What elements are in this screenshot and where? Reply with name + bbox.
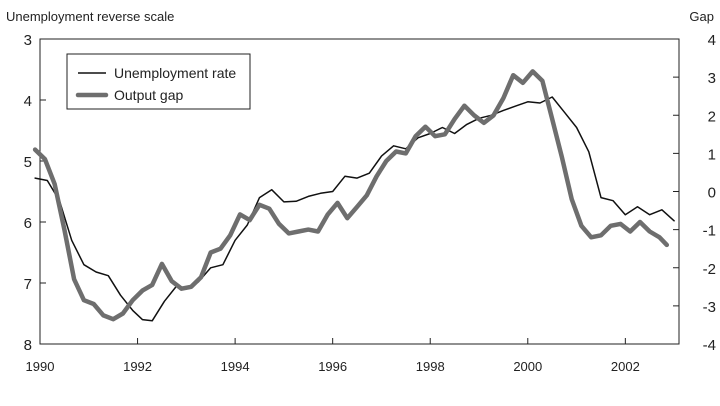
y-right-tick-label: 3 <box>708 70 716 87</box>
series-layer <box>32 69 675 322</box>
series-line-unemployment-rate <box>34 96 675 322</box>
y-right-axis: 4 3 2 1 0 -1 -2 -3 -4 <box>673 32 716 354</box>
x-tick-label: 1992 <box>123 359 152 374</box>
y-right-tick-label: -3 <box>703 299 716 316</box>
x-axis: 1990 1992 1994 1996 1998 2000 2002 <box>26 338 640 374</box>
y-left-tick-label: 4 <box>24 93 32 110</box>
y-left-tick-label: 7 <box>24 276 32 293</box>
y-right-tick-label: -2 <box>703 261 716 278</box>
legend-box <box>66 53 251 110</box>
y-right-tick-label: -4 <box>703 337 716 354</box>
y-left-tick-label: 8 <box>24 337 32 354</box>
x-tick-label: 1994 <box>221 359 250 374</box>
x-tick-label: 2002 <box>611 359 640 374</box>
series-line-output-gap <box>32 69 670 322</box>
y-right-tick-label: 1 <box>708 146 716 163</box>
legend-label-unemployment-rate: Unemployment rate <box>114 65 236 81</box>
x-tick-label: 2000 <box>513 359 542 374</box>
legend-label-output-gap: Output gap <box>114 87 183 103</box>
y-right-tick-label: 4 <box>708 32 716 49</box>
y-left-tick-label: 3 <box>24 32 32 49</box>
legend: Unemployment rate Output gap <box>66 53 251 110</box>
y-right-tick-label: 2 <box>708 108 716 125</box>
y-left-axis: 3 4 5 6 7 8 <box>24 32 46 354</box>
x-tick-label: 1998 <box>416 359 445 374</box>
x-tick-label: 1990 <box>26 359 55 374</box>
y-right-tick-label: -1 <box>703 223 716 240</box>
y-right-axis-title: Gap <box>689 9 714 24</box>
y-left-axis-title: Unemployment reverse scale <box>6 9 174 24</box>
y-left-tick-label: 5 <box>24 154 32 171</box>
y-right-tick-label: 0 <box>708 185 716 202</box>
y-left-tick-label: 6 <box>24 215 32 232</box>
x-tick-label: 1996 <box>318 359 347 374</box>
